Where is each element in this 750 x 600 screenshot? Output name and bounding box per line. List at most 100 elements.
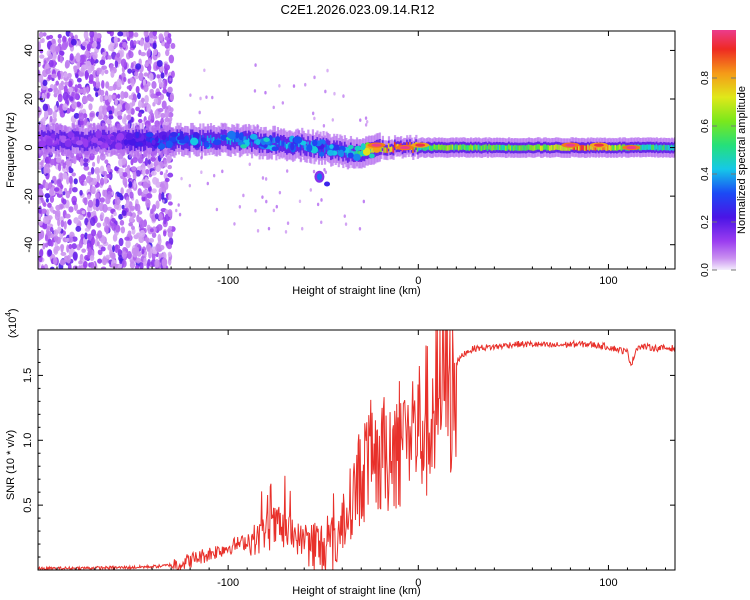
noise-dot [298, 199, 302, 204]
noise-dot [116, 52, 121, 58]
ridge-blob [293, 136, 303, 144]
ridge-blob [335, 144, 340, 151]
ridge-core [495, 144, 499, 150]
noise-dot [96, 173, 100, 183]
ridge-core [613, 145, 616, 151]
noise-dot [151, 81, 157, 89]
noise-dot [67, 72, 72, 79]
noise-dot [233, 222, 236, 226]
ridge-core [80, 136, 83, 143]
ridge-core [491, 145, 494, 151]
ridge-core [444, 144, 447, 151]
ridge-core [530, 145, 534, 151]
ridge-blob [64, 139, 72, 147]
noise-dot [72, 265, 79, 269]
noise-dot [362, 199, 366, 204]
noise-dot [167, 164, 172, 170]
noise-dot [92, 81, 97, 88]
noise-dot [60, 220, 65, 228]
ridge-core [460, 144, 464, 151]
noise-dot [343, 214, 346, 218]
noise-dot [188, 183, 192, 188]
noise-dot [313, 75, 316, 80]
ridge-blob [255, 138, 261, 146]
noise-dot [149, 247, 153, 255]
ridge-core [538, 144, 541, 150]
noise-dot [53, 87, 60, 95]
noise-dot [312, 169, 316, 174]
noise-dot [99, 177, 105, 186]
ridge-core [555, 144, 558, 150]
noise-dot [121, 250, 127, 259]
noise-dot [316, 202, 320, 207]
noise-dot [62, 198, 67, 205]
noise-dot [89, 217, 96, 227]
noise-dot [45, 68, 51, 75]
noise-dot [53, 234, 59, 242]
noise-dot [130, 62, 134, 69]
noise-dot [118, 171, 123, 177]
noise-dot [137, 188, 142, 196]
ridge-core [88, 137, 91, 143]
ridge-core [576, 145, 579, 151]
noise-dot [46, 92, 50, 99]
ridge-core [562, 145, 566, 151]
noise-dot [81, 41, 87, 47]
ridge-blob [125, 132, 134, 141]
noise-dot [139, 38, 145, 47]
noise-dot [169, 116, 173, 122]
noise-dot [88, 96, 94, 102]
noise-dot [90, 236, 95, 246]
noise-dot [68, 166, 72, 171]
noise-dot [62, 191, 66, 196]
ridge-core [616, 145, 619, 151]
noise-dot [38, 199, 42, 205]
noise-dot [85, 60, 92, 70]
noise-dot [127, 230, 132, 237]
noise-dot [55, 204, 61, 211]
ridge-core [450, 144, 453, 150]
ridge-blob [362, 147, 371, 156]
noise-dot [60, 251, 67, 257]
noise-dot [99, 59, 106, 66]
noise-dot [89, 112, 95, 118]
ridge-core [386, 147, 389, 154]
noise-dot [167, 209, 173, 217]
noise-dot [203, 68, 206, 73]
ridge-core [168, 135, 172, 141]
noise-dot [286, 221, 290, 226]
noise-dot [79, 54, 86, 63]
noise-dot [102, 107, 107, 116]
noise-dot [102, 189, 106, 197]
ridge-core [470, 144, 473, 150]
noise-dot [134, 250, 138, 258]
noise-dot [121, 31, 128, 37]
noise-dot [126, 250, 132, 260]
ridge-core [497, 144, 500, 151]
ridge-core [241, 137, 245, 143]
noise-dot [73, 65, 78, 74]
ridge-core [200, 140, 203, 146]
noise-dot [164, 42, 170, 49]
noise-dot [125, 31, 130, 38]
noise-dot [71, 187, 78, 193]
noise-dot [155, 243, 161, 253]
ridge-blob [145, 132, 154, 138]
noise-dot [292, 84, 296, 88]
snr-line [38, 330, 675, 570]
noise-dot [126, 211, 131, 216]
noise-dot [165, 112, 168, 117]
noise-dot [165, 169, 168, 174]
ridge-core [389, 146, 392, 153]
noise-dot [116, 110, 123, 116]
noise-dot [163, 230, 167, 237]
noise-dot [140, 52, 147, 57]
strong-spot [415, 143, 426, 147]
noise-dot [169, 77, 172, 82]
ridge-core [197, 138, 200, 145]
noise-dot [145, 168, 150, 175]
noise-dot [142, 181, 149, 189]
ridge-core [161, 139, 164, 146]
ridge-core [503, 145, 506, 151]
noise-dot [148, 31, 154, 38]
